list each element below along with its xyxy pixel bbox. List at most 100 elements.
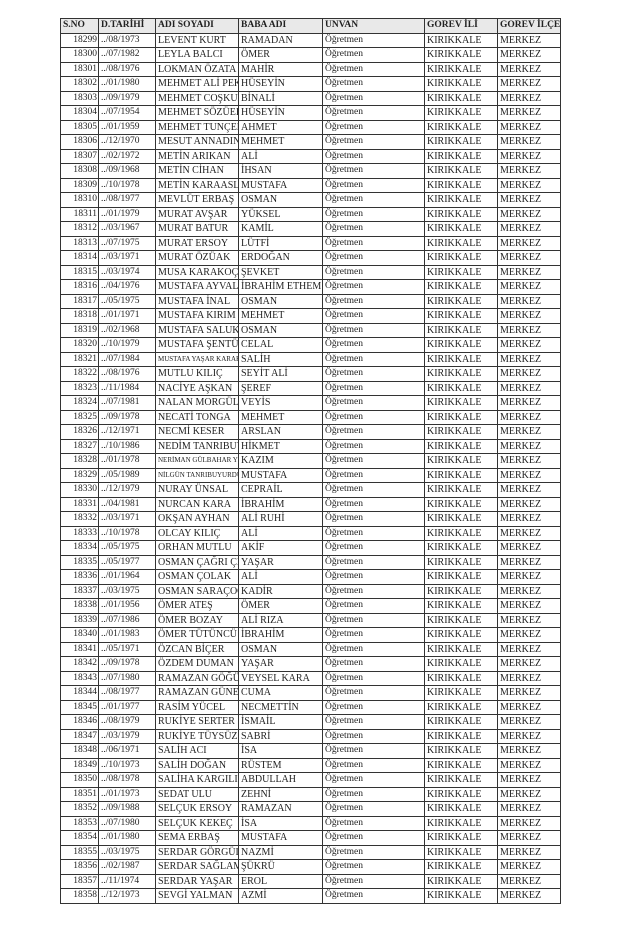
table-row: 18305 ../01/1959 MEHMET TUNÇER AHMET Öğretme… xyxy=(60,119,561,135)
district-cell: MERKEZ xyxy=(497,424,561,440)
title-cell: Öğretmen xyxy=(322,815,425,831)
province-cell: KIRIKKALE xyxy=(424,583,498,599)
name-cell: MURAT AVŞAR xyxy=(155,206,239,222)
province-cell: KIRIKKALE xyxy=(424,656,498,672)
table-row: 18307 ../02/1972 METİN ARIKAN ALİ Öğretmen KI… xyxy=(60,148,561,164)
birth-date-cell: ../05/1975 xyxy=(98,293,156,309)
father-name-cell: ŞÜKRÜ xyxy=(238,859,323,875)
name-cell: OSMAN ÇOLAK xyxy=(155,569,239,585)
province-cell: KIRIKKALE xyxy=(424,47,498,63)
father-name-cell: KAMİL xyxy=(238,221,323,237)
table-row: 18330 ../12/1979 NURAY ÜNSAL CEPRAİL Öğretme… xyxy=(60,482,561,498)
sno-cell: 18341 xyxy=(60,641,99,657)
district-cell: MERKEZ xyxy=(497,409,561,425)
name-cell: MEHMET SÖZÜER xyxy=(155,105,239,121)
name-cell: NECATİ TONGA xyxy=(155,409,239,425)
district-cell: MERKEZ xyxy=(497,192,561,208)
name-cell: NURAY ÜNSAL xyxy=(155,482,239,498)
sno-cell: 18329 xyxy=(60,467,99,483)
title-cell: Öğretmen xyxy=(322,148,425,164)
table-row: 18346 ../08/1979 RUKİYE SERTER İSMAİL Öğretm… xyxy=(60,714,561,730)
sno-cell: 18323 xyxy=(60,380,99,396)
birth-date-cell: ../05/1989 xyxy=(98,467,156,483)
title-cell: Öğretmen xyxy=(322,569,425,585)
birth-date-cell: ../01/1964 xyxy=(98,569,156,585)
district-cell: MERKEZ xyxy=(497,844,561,860)
sno-cell: 18310 xyxy=(60,192,99,208)
title-cell: Öğretmen xyxy=(322,511,425,527)
table-row: 18340 ../01/1983 ÖMER TÜTÜNCÜ İBRAHİM Öğretm… xyxy=(60,627,561,643)
province-cell: KIRIKKALE xyxy=(424,438,498,454)
birth-date-cell: ../08/1977 xyxy=(98,685,156,701)
birth-date-cell: ../10/1986 xyxy=(98,438,156,454)
name-cell: MEHMET TUNÇER xyxy=(155,119,239,135)
district-cell: MERKEZ xyxy=(497,395,561,411)
sno-cell: 18333 xyxy=(60,525,99,541)
district-cell: MERKEZ xyxy=(497,873,561,889)
birth-date-cell: ../02/1968 xyxy=(98,322,156,338)
father-name-cell: RAMADAN xyxy=(238,32,323,48)
name-cell: NALAN MORGÜL xyxy=(155,395,239,411)
birth-date-cell: ../04/1976 xyxy=(98,279,156,295)
name-cell: SALİH ACI xyxy=(155,743,239,759)
father-name-cell: AHMET xyxy=(238,119,323,135)
father-name-cell: LÜTFİ xyxy=(238,235,323,251)
title-cell: Öğretmen xyxy=(322,786,425,802)
district-cell: MERKEZ xyxy=(497,612,561,628)
table-row: 18314 ../03/1971 MURAT ÖZÜAK ERDOĞAN Öğretme… xyxy=(60,250,561,266)
district-cell: MERKEZ xyxy=(497,177,561,193)
title-cell: Öğretmen xyxy=(322,656,425,672)
title-cell: Öğretmen xyxy=(322,743,425,759)
father-name-cell: ARSLAN xyxy=(238,424,323,440)
sno-cell: 18322 xyxy=(60,366,99,382)
name-cell: SERDAR SAĞLAM xyxy=(155,859,239,875)
birth-date-cell: ../08/1977 xyxy=(98,192,156,208)
sno-cell: 18311 xyxy=(60,206,99,222)
district-cell: MERKEZ xyxy=(497,467,561,483)
sno-cell: 18300 xyxy=(60,47,99,63)
sno-cell: 18324 xyxy=(60,395,99,411)
sno-cell: 18356 xyxy=(60,859,99,875)
name-cell: SALİH DOĞAN xyxy=(155,757,239,773)
table-row: 18310 ../08/1977 MEVLÜT ERBAŞ OSMAN Öğretmen… xyxy=(60,192,561,208)
district-cell: MERKEZ xyxy=(497,264,561,280)
birth-date-cell: ../01/1980 xyxy=(98,76,156,92)
title-cell: Öğretmen xyxy=(322,134,425,150)
name-cell: SEVGİ YALMAN xyxy=(155,888,239,904)
name-cell: SALİHA KARGILI xyxy=(155,772,239,788)
province-cell: KIRIKKALE xyxy=(424,279,498,295)
father-name-cell: EROL xyxy=(238,873,323,889)
title-cell: Öğretmen xyxy=(322,612,425,628)
sno-cell: 18301 xyxy=(60,61,99,77)
sno-cell: 18304 xyxy=(60,105,99,121)
father-name-cell: İSA xyxy=(238,743,323,759)
name-cell: ÖZCAN BİÇER xyxy=(155,641,239,657)
father-name-cell: MAHİR xyxy=(238,61,323,77)
father-name-cell: İBRAHİM xyxy=(238,496,323,512)
table-row: 18318 ../01/1971 MUSTAFA KIRIM MEHMET Öğretm… xyxy=(60,308,561,324)
name-cell: MURAT BATUR xyxy=(155,221,239,237)
birth-date-cell: ../08/1976 xyxy=(98,61,156,77)
father-name-cell: ZEHNİ xyxy=(238,786,323,802)
table-row: 18338 ../01/1956 ÖMER ATEŞ ÖMER Öğretmen KIRI… xyxy=(60,598,561,614)
district-cell: MERKEZ xyxy=(497,772,561,788)
province-cell: KIRIKKALE xyxy=(424,728,498,744)
birth-date-cell: ../05/1977 xyxy=(98,554,156,570)
name-cell: NACİYE AŞKAN xyxy=(155,380,239,396)
sno-cell: 18328 xyxy=(60,453,99,469)
province-cell: KIRIKKALE xyxy=(424,366,498,382)
province-cell: KIRIKKALE xyxy=(424,815,498,831)
table-row: 18329 ../05/1989 NİLGÜN TANRIBUYURDU MUSTAF… xyxy=(60,467,561,483)
birth-date-cell: ../08/1973 xyxy=(98,32,156,48)
sno-cell: 18355 xyxy=(60,844,99,860)
name-cell: RUKİYE SERTER xyxy=(155,714,239,730)
birth-date-cell: ../07/1986 xyxy=(98,612,156,628)
birth-date-cell: ../05/1971 xyxy=(98,641,156,657)
father-name-cell: YAŞAR xyxy=(238,656,323,672)
title-cell: Öğretmen xyxy=(322,641,425,657)
province-cell: KIRIKKALE xyxy=(424,772,498,788)
birth-date-cell: ../01/1977 xyxy=(98,699,156,715)
title-cell: Öğretmen xyxy=(322,61,425,77)
sno-cell: 18349 xyxy=(60,757,99,773)
